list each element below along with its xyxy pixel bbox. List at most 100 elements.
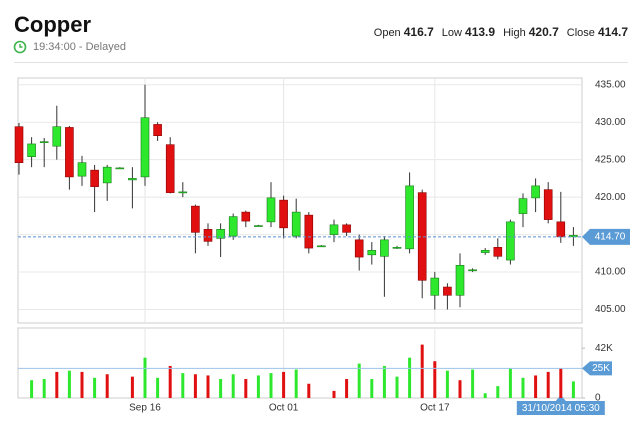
volume-bar	[193, 374, 197, 398]
divider	[14, 62, 628, 63]
candle-body	[291, 211, 301, 237]
y-tick-label: 430.00	[595, 117, 626, 128]
candle-body	[27, 143, 36, 157]
last-price-label: 414.70	[595, 231, 626, 242]
volume-bar	[168, 365, 172, 398]
volume-bar	[357, 363, 361, 398]
volume-bar	[458, 380, 462, 398]
quote-value: 416.7	[403, 25, 434, 39]
x-tick-label: Oct 01	[269, 403, 299, 414]
crosshair-label: 31/10/2014 05:30	[522, 403, 600, 414]
candle-body	[77, 162, 87, 177]
volume-bar	[571, 381, 575, 398]
quote-item: Open 416.7	[374, 25, 434, 39]
volume-bar	[30, 380, 34, 398]
candle-body	[102, 166, 112, 184]
candle-body	[165, 144, 175, 193]
candle-body	[455, 265, 465, 296]
volume-bar	[395, 376, 399, 398]
volume-bar	[445, 370, 449, 398]
volume-bar	[143, 357, 147, 398]
y-tick-label: 405.00	[595, 304, 626, 315]
candle-body	[203, 229, 213, 242]
volume-bar	[156, 377, 160, 398]
candle-body	[556, 221, 566, 238]
quote-value: 414.7	[597, 25, 628, 39]
volume-bar	[433, 361, 437, 398]
volume-bar	[483, 393, 487, 398]
candle-body	[52, 126, 62, 147]
x-tick-label: Sep 16	[129, 403, 161, 414]
quote-label: High	[503, 27, 526, 39]
volume-bar	[408, 357, 412, 398]
candle-body	[354, 239, 364, 258]
volume-bar	[496, 386, 500, 398]
candle-body	[304, 214, 314, 249]
volume-bar	[534, 375, 538, 398]
quote-label: Open	[373, 27, 401, 39]
last-price-tag	[582, 228, 630, 245]
candle-body	[392, 247, 402, 249]
volume-bar	[282, 371, 286, 398]
volume-bar	[521, 377, 525, 398]
volume-bar	[382, 365, 386, 398]
candle-body	[317, 245, 326, 248]
candle-body	[531, 185, 540, 199]
y-tick-label: 410.00	[595, 267, 626, 278]
candle-body	[254, 225, 263, 227]
candle-body	[543, 189, 553, 220]
candle-body	[216, 229, 225, 239]
panel	[17, 327, 583, 399]
candle-body	[266, 197, 276, 223]
candle-body	[279, 199, 288, 229]
y-tick-label: 42K	[595, 343, 613, 354]
candle-body	[506, 221, 515, 261]
volume-bar	[130, 376, 134, 398]
title: Copper	[14, 12, 91, 37]
volume-bar	[294, 369, 298, 398]
volume-bar	[307, 383, 311, 398]
candle-body	[518, 198, 528, 214]
volume-bar	[231, 374, 235, 398]
quote-item: Low 413.9	[442, 25, 495, 39]
quote: Open 416.7 Low 413.9 High 420.7 Close 414.7	[374, 25, 628, 39]
candle-body	[178, 191, 188, 194]
quote-value: 420.7	[528, 25, 559, 39]
volume-bar	[256, 375, 260, 398]
candle-body	[39, 141, 49, 143]
volume-bar	[181, 373, 185, 398]
volume-bar	[219, 379, 223, 398]
volume-bar	[546, 371, 550, 398]
volume-bar	[80, 371, 84, 398]
candle-body	[153, 124, 162, 136]
candle-body	[480, 250, 490, 253]
candle-body	[329, 224, 339, 235]
volume-bar	[206, 375, 210, 398]
candle-body	[65, 127, 74, 178]
volume-bar	[420, 344, 424, 398]
volume-bar	[244, 379, 248, 398]
volume-bar	[370, 379, 374, 398]
candle-body	[128, 178, 137, 181]
panel	[17, 77, 583, 324]
volume-bar	[93, 377, 97, 398]
volume-bar	[269, 373, 273, 398]
clock-icon	[13, 40, 27, 54]
candle-body	[241, 211, 251, 222]
candle-body	[115, 167, 125, 170]
y-tick-label: 425.00	[595, 154, 626, 165]
volume-bar	[55, 371, 59, 398]
candle-body	[228, 216, 238, 237]
candle-body	[493, 247, 503, 257]
volume-bar	[508, 368, 512, 398]
candle-body	[405, 185, 414, 250]
candle-body	[191, 205, 200, 233]
candle-body	[468, 269, 477, 272]
quote-label: Close	[566, 27, 595, 39]
candle-body	[367, 250, 377, 256]
quote-value: 413.9	[465, 25, 496, 39]
y-tick-label: 435.00	[595, 79, 626, 90]
volume-bar	[67, 370, 71, 398]
candle-body	[90, 169, 99, 187]
